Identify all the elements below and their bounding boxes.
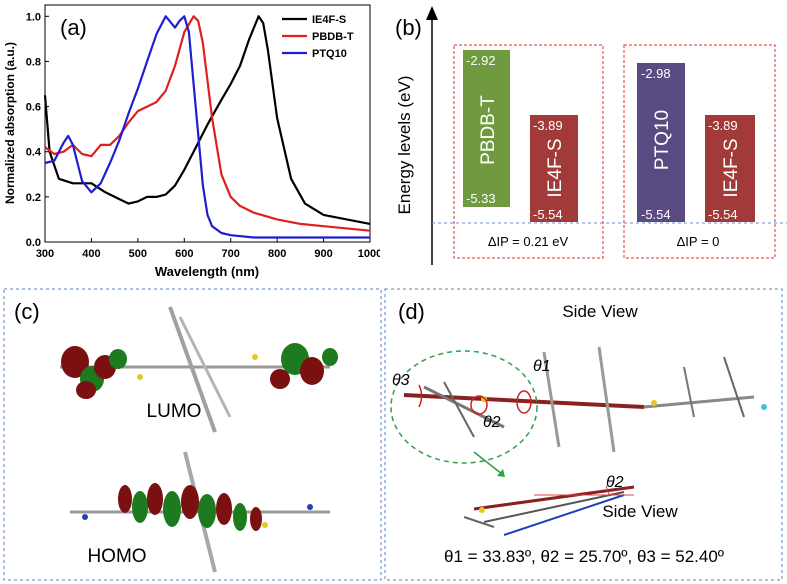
side-view-title: Side View <box>562 302 638 321</box>
theta3-arc <box>418 384 423 408</box>
chart-series <box>43 15 371 239</box>
theta1-arc <box>516 390 532 414</box>
y-axis-label: Normalized absorption (a.u.) <box>3 42 17 204</box>
bar-name: PTQ10 <box>652 110 673 170</box>
bar-name: PBDB-T <box>478 95 499 165</box>
absorption-chart: 300 400 500 600 700 800 900 1000 0.0 0.2 0.4 0.6 0.8… <box>3 4 380 279</box>
x-tick-label: 900 <box>314 248 332 260</box>
homo-molecule-image <box>70 451 330 573</box>
lumo-molecule-image <box>60 306 338 433</box>
bar-top-value: -2.92 <box>466 53 496 68</box>
side-view-subtitle: Side View <box>602 502 678 521</box>
bar-name: IE4F-S <box>545 138 566 197</box>
x-tick-label: 500 <box>129 248 147 260</box>
energy-level-diagram: (b) Energy levels (eV) -2.92 -5.33 PBDB-… <box>395 6 787 265</box>
x-tick-label: 800 <box>268 248 286 260</box>
y-tick-label: 0.8 <box>26 56 41 68</box>
side-view-panel: (d) Side View θ1 θ3 θ2 θ2 Side View θ1 =… <box>384 288 783 581</box>
bar-pbdb-t: -2.92 -5.33 PBDB-T <box>463 50 510 207</box>
legend-label: PBDB-T <box>312 31 354 43</box>
bar-ie4f-s-left: -3.89 -5.54 IE4F-S <box>530 115 578 222</box>
theta2-arc <box>470 395 488 415</box>
panel-d-label: (d) <box>398 299 425 324</box>
delta-ip-right: ΔIP = 0 <box>677 234 720 249</box>
bar-bottom-value: -5.54 <box>641 207 671 222</box>
pair-box-right <box>623 44 776 259</box>
panel-b-label: (b) <box>395 15 422 40</box>
delta-ip-left: ΔIP = 0.21 eV <box>488 234 569 249</box>
bar-top-value: -3.89 <box>533 118 563 133</box>
chart-legend: IE4F-S PBDB-T PTQ10 <box>282 14 354 60</box>
x-tick-label: 400 <box>82 248 100 260</box>
bar-bottom-value: -5.54 <box>708 207 738 222</box>
arrow-head-icon <box>497 469 505 477</box>
y-tick-label: 0.4 <box>26 147 42 159</box>
theta2-label: θ2 <box>483 414 501 431</box>
pair-box-left <box>453 44 604 259</box>
orbital-panel: (c) LUMO HOMO <box>3 288 382 581</box>
highlight-ellipse <box>390 350 538 464</box>
panel-c-label: (c) <box>14 299 40 324</box>
y-tick-label: 0.0 <box>26 237 41 249</box>
x-tick-label: 700 <box>222 248 240 260</box>
lumo-label: LUMO <box>147 401 202 422</box>
theta2-zoom-label: θ2 <box>606 474 624 491</box>
legend-label: PTQ10 <box>312 48 347 60</box>
x-tick-label: 600 <box>175 248 193 260</box>
zoomed-fragment-image <box>463 485 635 536</box>
bar-top-value: -2.98 <box>641 66 671 81</box>
zoom-arrow <box>473 451 503 475</box>
bar-ptq10: -2.98 -5.54 PTQ10 <box>637 63 685 222</box>
y-tick-label: 0.6 <box>26 102 41 114</box>
energy-axis-label: Energy levels (eV) <box>395 76 414 215</box>
bar-name: IE4F-S <box>721 138 742 197</box>
bar-bottom-value: -5.54 <box>533 207 563 222</box>
x-tick-label: 300 <box>36 248 54 260</box>
series-line-ie4f-s <box>43 15 371 225</box>
x-tick-label: 1000 <box>358 248 380 260</box>
chart-ticks: 300 400 500 600 700 800 900 1000 0.0 0.2 0.4 0.6 0.8… <box>26 11 380 260</box>
panel-a-label: (a) <box>60 15 87 40</box>
legend-label: IE4F-S <box>312 14 346 26</box>
theta3-label: θ3 <box>392 372 410 389</box>
bar-ie4f-s-right: -3.89 -5.54 IE4F-S <box>705 115 755 222</box>
bar-bottom-value: -5.33 <box>466 191 496 206</box>
y-tick-label: 0.2 <box>26 192 41 204</box>
y-tick-label: 1.0 <box>26 11 41 23</box>
bar-top-value: -3.89 <box>708 118 738 133</box>
side-view-molecule-image <box>403 346 767 453</box>
axis-arrow-icon <box>426 6 438 20</box>
angle-summary: θ1 = 33.83º, θ2 = 25.70º, θ3 = 52.40º <box>444 547 724 566</box>
series-line-pbdb-t <box>44 15 371 232</box>
series-line-ptq10 <box>44 15 370 239</box>
homo-label: HOMO <box>87 546 146 567</box>
theta1-label: θ1 <box>533 358 551 375</box>
x-axis-label: Wavelength (nm) <box>155 264 259 279</box>
